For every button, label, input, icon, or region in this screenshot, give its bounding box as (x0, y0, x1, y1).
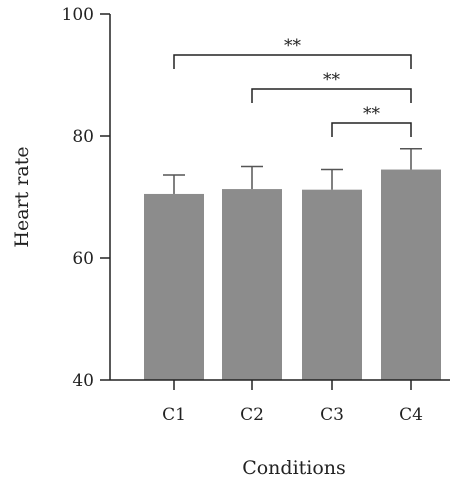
x-tick-label-c2: C2 (240, 405, 264, 425)
x-tick-label-c4: C4 (399, 405, 423, 425)
error-bars-group (163, 148, 422, 194)
bar-c3 (302, 189, 362, 380)
y-tick-label-80: 80 (72, 127, 94, 147)
significance-bracket-c1-c4 (173, 54, 412, 69)
x-tick-label-c3: C3 (320, 405, 344, 425)
y-tick-label-100: 100 (62, 5, 94, 25)
y-tick-label-40: 40 (72, 371, 94, 391)
significance-label-c2-c4: ** (323, 70, 341, 90)
x-tick-label-c1: C1 (162, 405, 186, 425)
significance-label-c3-c4: ** (363, 104, 381, 124)
bar-c4 (381, 169, 441, 380)
significance-group: ** ** ** (173, 36, 412, 137)
significance-label-c1-c4: ** (284, 36, 302, 56)
significance-bracket-c2-c4 (251, 88, 412, 103)
bars-group (144, 169, 441, 380)
y-axis-title: Heart rate (11, 146, 33, 247)
bar-c1 (144, 193, 204, 380)
significance-bracket-c3-c4 (331, 122, 412, 137)
axes-group: 40 60 80 100 C1 C2 C3 C4 (62, 5, 450, 425)
y-tick-label-60: 60 (72, 249, 94, 269)
bar-c2 (222, 189, 282, 380)
x-axis-title: Conditions (242, 457, 346, 479)
